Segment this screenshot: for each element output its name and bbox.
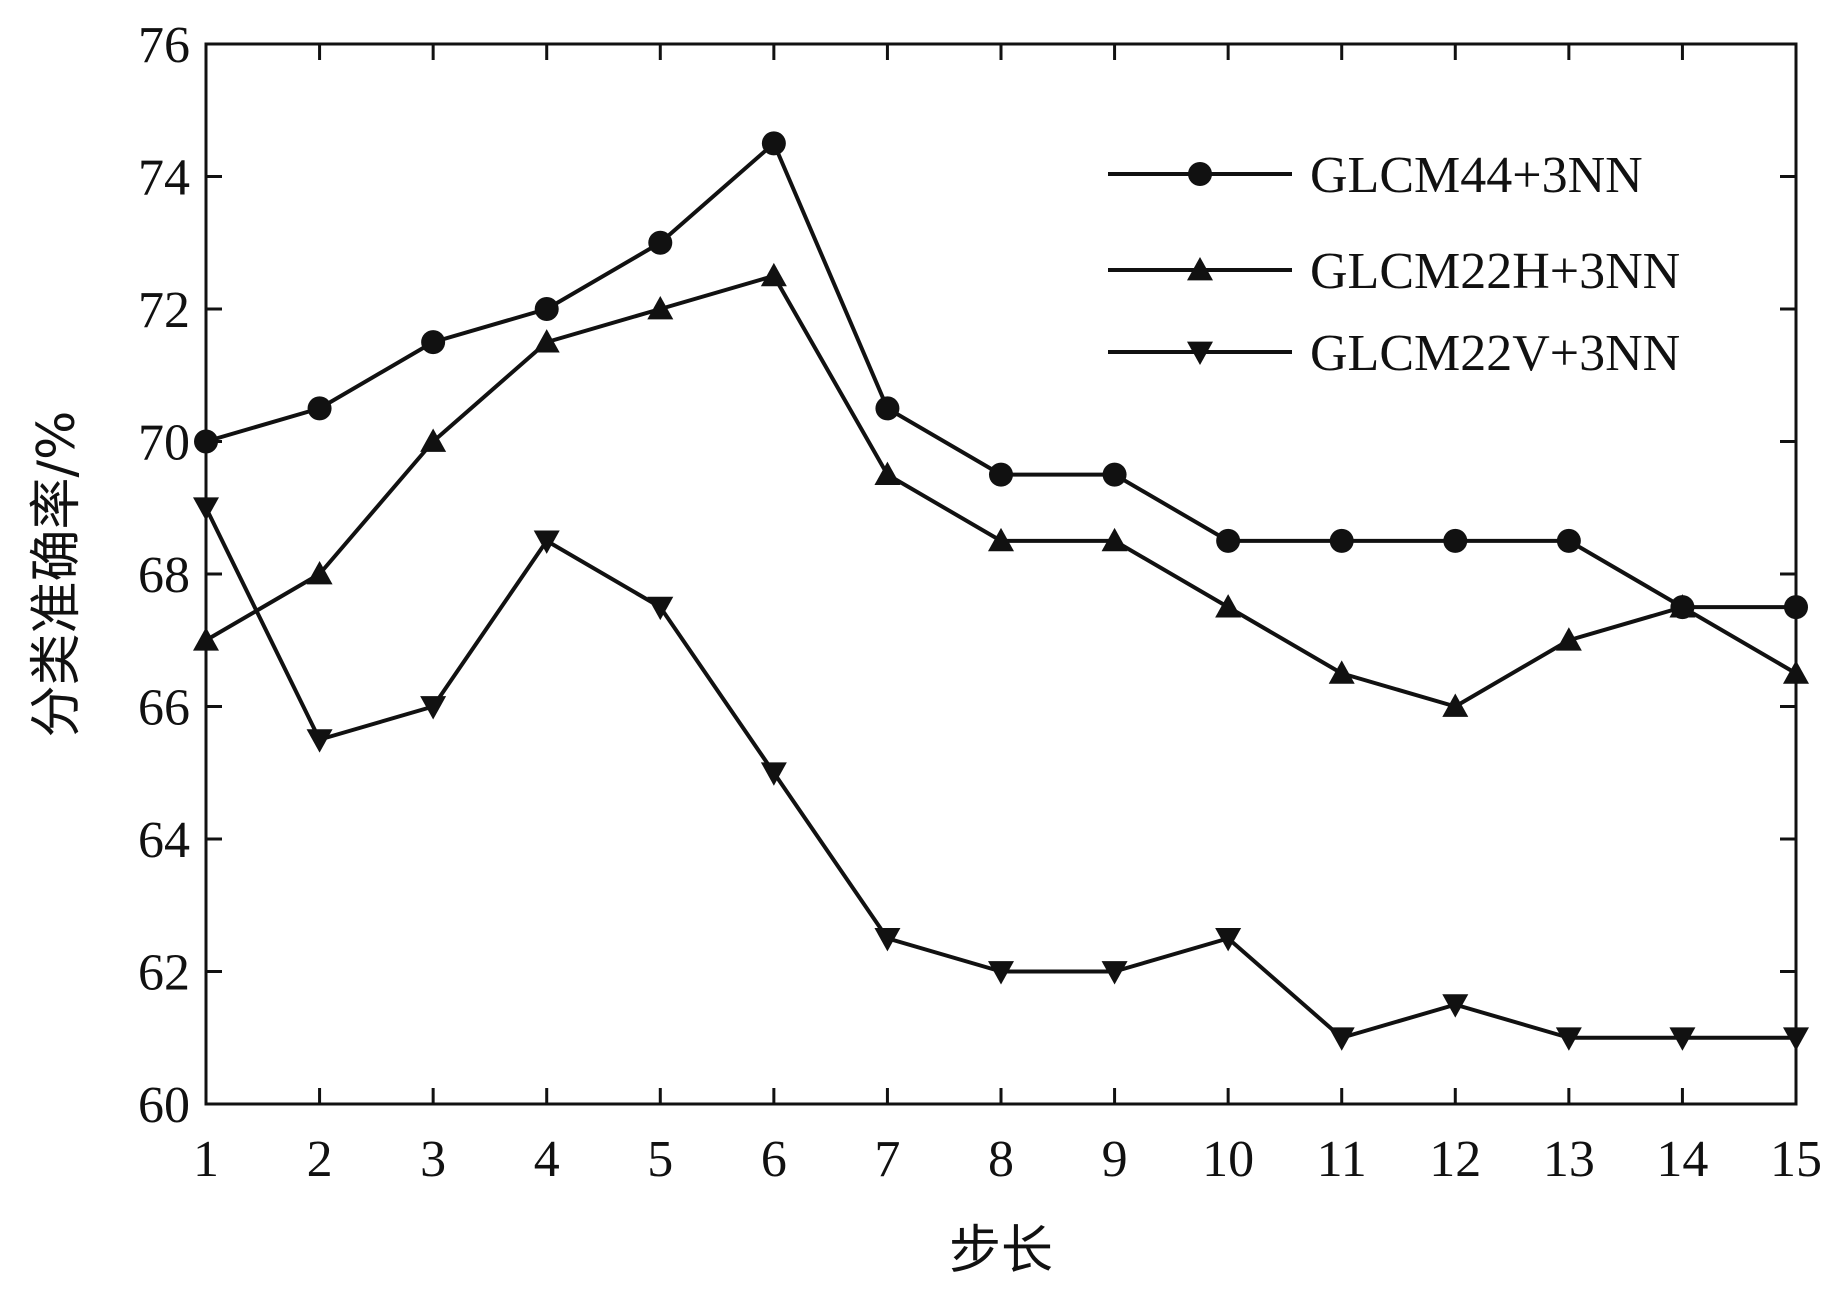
legend-item: GLCM22H+3NN — [1108, 243, 1680, 300]
x-axis-title: 步长 — [949, 1221, 1053, 1281]
data-point — [875, 396, 900, 421]
series-2 — [193, 262, 1809, 717]
data-point — [306, 561, 333, 585]
y-tick-label: 68 — [138, 547, 190, 604]
x-tick-label: 4 — [534, 1131, 560, 1188]
series-line — [204, 506, 1796, 1040]
legend-marker — [1187, 341, 1213, 365]
data-point — [1328, 1027, 1355, 1051]
legend-item: GLCM22V+3NN — [1108, 325, 1680, 382]
legend-label: GLCM44+3NN — [1310, 147, 1643, 204]
data-point — [760, 762, 787, 786]
data-point — [534, 297, 559, 321]
data-point — [988, 527, 1014, 552]
x-tick-label: 10 — [1202, 1131, 1254, 1188]
x-tick-label: 13 — [1543, 1131, 1595, 1188]
y-tick-label: 76 — [138, 17, 190, 74]
x-tick-label: 15 — [1770, 1131, 1822, 1188]
x-tick-label: 6 — [761, 1131, 787, 1188]
legend-marker — [1188, 162, 1212, 186]
data-point — [761, 131, 786, 156]
data-point — [1101, 961, 1128, 985]
data-point — [1556, 528, 1581, 553]
data-point — [1555, 627, 1582, 651]
data-point — [533, 329, 560, 353]
series-group — [193, 131, 1809, 1051]
data-point — [1442, 994, 1469, 1018]
data-point — [193, 627, 219, 651]
data-point — [420, 696, 447, 720]
data-point — [647, 596, 674, 621]
y-tick-label: 72 — [138, 282, 190, 339]
data-point — [1329, 528, 1354, 553]
legend-marker — [1187, 257, 1213, 281]
y-tick-label: 66 — [138, 680, 190, 737]
x-tick-label: 12 — [1429, 1131, 1481, 1188]
data-point — [307, 396, 332, 421]
data-point — [194, 429, 218, 454]
legend-item: GLCM44+3NN — [1108, 147, 1643, 204]
data-point — [647, 296, 674, 320]
data-point — [1783, 660, 1809, 684]
data-point — [1443, 528, 1468, 553]
x-tick-label: 14 — [1656, 1131, 1708, 1188]
x-tick-label: 8 — [988, 1131, 1014, 1188]
data-point — [421, 330, 446, 355]
data-point — [1669, 594, 1696, 618]
data-point — [760, 262, 787, 287]
x-tick-label: 7 — [874, 1131, 900, 1188]
x-tick-label: 2 — [307, 1131, 333, 1188]
data-point — [533, 530, 560, 554]
x-tick-label: 3 — [420, 1131, 446, 1188]
data-point — [1101, 527, 1128, 552]
y-tick-label: 74 — [138, 150, 190, 207]
data-point — [1555, 1027, 1582, 1051]
data-point — [306, 729, 333, 753]
x-tick-label: 11 — [1317, 1131, 1367, 1188]
series-1 — [194, 131, 1808, 620]
y-tick-label: 70 — [138, 415, 190, 472]
y-tick-label: 60 — [138, 1077, 190, 1134]
legend: GLCM44+3NN GLCM22H+3NN GLCM22V+3NN — [1108, 147, 1680, 382]
data-point — [1669, 1027, 1696, 1051]
data-point — [874, 927, 901, 952]
data-point — [1783, 1027, 1809, 1051]
data-point — [1442, 693, 1469, 717]
legend-label: GLCM22V+3NN — [1310, 325, 1680, 382]
y-axis-title: 分类准确率/% — [27, 411, 87, 738]
data-point — [1215, 594, 1242, 618]
series-3 — [193, 497, 1809, 1051]
data-point — [1102, 462, 1127, 487]
data-point — [1784, 595, 1808, 620]
y-tick-label: 62 — [138, 945, 190, 1002]
x-tick-label: 9 — [1102, 1131, 1128, 1188]
data-point — [988, 961, 1014, 985]
data-point — [1215, 927, 1242, 952]
data-point — [193, 497, 219, 521]
y-tick-label: 64 — [138, 812, 190, 869]
data-point — [874, 461, 901, 486]
x-tick-label: 5 — [647, 1131, 673, 1188]
data-point — [420, 428, 447, 452]
x-tick-label: 1 — [193, 1131, 219, 1188]
data-point — [1328, 660, 1355, 684]
data-point — [1216, 528, 1241, 553]
data-point — [989, 462, 1013, 487]
legend-label: GLCM22H+3NN — [1310, 243, 1680, 300]
data-point — [648, 230, 673, 255]
